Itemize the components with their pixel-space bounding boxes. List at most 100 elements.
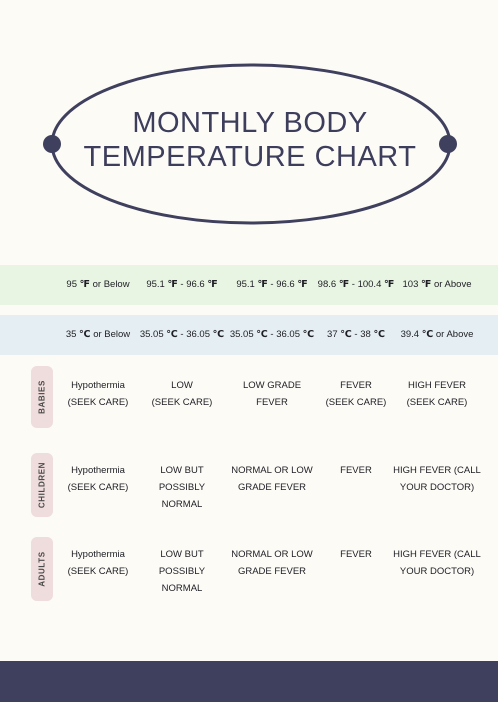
row-label-text: BABIES xyxy=(37,380,47,414)
cell-line1: LOW GRADE xyxy=(242,380,302,391)
table-cell: LOW (SEEK CARE) xyxy=(136,377,228,411)
fahrenheit-range-suffix: - 96.6 xyxy=(177,279,205,290)
cell-line1: LOW xyxy=(171,380,193,391)
fahrenheit-unit-symbol: ℉ xyxy=(338,279,350,290)
table-cell: Hypothermia (SEEK CARE) xyxy=(52,377,144,411)
celsius-range-2: 35.05 ℃ - 36.05 ℃ xyxy=(134,315,230,355)
cell-line2: NORMAL xyxy=(161,499,203,510)
celsius-unit-symbol: ℃ xyxy=(79,329,91,340)
cell-line1: Hypothermia xyxy=(71,549,125,560)
page-title-line1: MONTHLY BODY xyxy=(132,107,368,139)
row-label-children: CHILDREN xyxy=(31,453,53,517)
celsius-range-3: 35.05 ℃ - 36.05 ℃ xyxy=(224,315,320,355)
fahrenheit-range-5: 103 ℉ or Above xyxy=(389,265,485,305)
table-cell: NORMAL OR LOW GRADE FEVER xyxy=(226,546,318,580)
celsius-range-1: 35 ℃ or Below xyxy=(50,315,146,355)
footer-bar xyxy=(0,661,498,702)
celsius-range-value: 35 xyxy=(65,329,77,340)
cell-line2: (SEEK CARE) xyxy=(151,397,213,408)
cell-line2: GRADE FEVER xyxy=(237,566,307,577)
celsius-range-suffix: - 36.05 xyxy=(267,329,300,340)
fahrenheit-range-suffix: - 100.4 xyxy=(349,279,382,290)
fahrenheit-range-value: 95.1 xyxy=(146,279,165,290)
table-cell: HIGH FEVER (CALL YOUR DOCTOR) xyxy=(391,462,483,496)
celsius-band: 35 ℃ or Below 35.05 ℃ - 36.05 ℃ 35.05 ℃ - … xyxy=(0,315,498,355)
fahrenheit-range-suffix: - 96.6 xyxy=(267,279,295,290)
row-label-text: CHILDREN xyxy=(37,461,47,509)
cell-line1: HIGH FEVER (CALL xyxy=(393,465,481,476)
cell-line1: FEVER xyxy=(340,380,372,391)
fahrenheit-range-3: 95.1 ℉ - 96.6 ℉ xyxy=(224,265,320,305)
fahrenheit-range-2: 95.1 ℉ - 96.6 ℉ xyxy=(134,265,230,305)
celsius-range-5: 39.4 ℃ or Above xyxy=(389,315,485,355)
celsius-range-suffix: - 38 xyxy=(351,329,371,340)
cell-line1: HIGH FEVER xyxy=(407,380,467,391)
page-title: MONTHLY BODY TEMPERATURE CHART xyxy=(60,106,440,174)
fahrenheit-unit-symbol: ℉ xyxy=(297,279,308,290)
cell-line1: LOW BUT POSSIBLY xyxy=(158,465,206,493)
row-label-adults: ADULTS xyxy=(31,537,53,601)
cell-line2: YOUR DOCTOR) xyxy=(399,482,475,493)
cell-line1: Hypothermia xyxy=(71,465,125,476)
table-cell: FEVER xyxy=(310,546,402,563)
celsius-unit-symbol: ℃ xyxy=(421,329,434,340)
table-cell: HIGH FEVER (CALL YOUR DOCTOR) xyxy=(391,546,483,580)
cell-line2: (SEEK CARE) xyxy=(67,566,129,577)
table-cell: FEVER (SEEK CARE) xyxy=(310,377,402,411)
title-frame xyxy=(43,63,457,225)
celsius-unit-symbol: ℃ xyxy=(302,329,315,340)
celsius-range-value: 37 xyxy=(327,329,338,340)
celsius-range-value: 35.05 xyxy=(229,329,254,340)
fahrenheit-range-value: 95.1 xyxy=(236,279,255,290)
fahrenheit-unit-symbol: ℉ xyxy=(421,279,432,290)
cell-line1: NORMAL OR LOW xyxy=(231,465,313,476)
page-title-line2: TEMPERATURE CHART xyxy=(83,141,417,173)
cell-line1: Hypothermia xyxy=(71,380,125,391)
fahrenheit-unit-symbol: ℉ xyxy=(257,279,268,290)
table-cell: Hypothermia (SEEK CARE) xyxy=(52,546,144,580)
title-oval-right-dot xyxy=(439,135,457,153)
celsius-range-value: 35.05 xyxy=(139,329,164,340)
fahrenheit-range-value: 98.6 xyxy=(317,279,337,290)
cell-line1: FEVER xyxy=(340,465,372,476)
fahrenheit-range-value: 103 xyxy=(402,279,419,290)
cell-line1: FEVER xyxy=(340,549,372,560)
fahrenheit-range-value: 95 xyxy=(66,279,77,290)
cell-line2: (SEEK CARE) xyxy=(67,397,129,408)
cell-line1: HIGH FEVER (CALL xyxy=(393,549,481,560)
table-cell: LOW GRADE FEVER xyxy=(226,377,318,411)
celsius-unit-symbol: ℃ xyxy=(340,329,352,340)
fahrenheit-range-4: 98.6 ℉ - 100.4 ℉ xyxy=(308,265,404,305)
fahrenheit-unit-symbol: ℉ xyxy=(384,279,395,290)
table-cell: NORMAL OR LOW GRADE FEVER xyxy=(226,462,318,496)
fahrenheit-unit-symbol: ℉ xyxy=(207,279,218,290)
title-oval-left-dot xyxy=(43,135,61,153)
row-label-babies: BABIES xyxy=(31,366,53,428)
celsius-unit-symbol: ℃ xyxy=(373,329,385,340)
cell-line2: (SEEK CARE) xyxy=(325,397,387,408)
table-cell: HIGH FEVER (SEEK CARE) xyxy=(391,377,483,411)
celsius-range-value: 39.4 xyxy=(400,329,420,340)
cell-line2: GRADE FEVER xyxy=(237,482,307,493)
celsius-unit-symbol: ℃ xyxy=(256,329,268,340)
celsius-range-4: 37 ℃ - 38 ℃ xyxy=(308,315,404,355)
celsius-range-suffix: or Above xyxy=(433,329,474,340)
celsius-range-suffix: or Below xyxy=(90,329,131,340)
cell-line2: (SEEK CARE) xyxy=(406,397,468,408)
fahrenheit-range-suffix: or Below xyxy=(89,279,130,290)
cell-line1: LOW BUT POSSIBLY xyxy=(158,549,206,577)
table-cell: FEVER xyxy=(310,462,402,479)
fahrenheit-range-1: 95 ℉ or Below xyxy=(50,265,146,305)
fahrenheit-unit-symbol: ℉ xyxy=(167,279,178,290)
table-cell: LOW BUT POSSIBLY NORMAL xyxy=(136,462,228,513)
fahrenheit-band: 95 ℉ or Below 95.1 ℉ - 96.6 ℉ 95.1 ℉ - 96.… xyxy=(0,265,498,305)
cell-line2: NORMAL xyxy=(161,583,203,594)
cell-line2: (SEEK CARE) xyxy=(67,482,129,493)
celsius-unit-symbol: ℃ xyxy=(212,329,225,340)
fahrenheit-range-suffix: or Above xyxy=(431,279,472,290)
celsius-unit-symbol: ℃ xyxy=(166,329,178,340)
cell-line2: YOUR DOCTOR) xyxy=(399,566,475,577)
fahrenheit-unit-symbol: ℉ xyxy=(79,279,90,290)
celsius-range-suffix: - 36.05 xyxy=(177,329,210,340)
table-cell: LOW BUT POSSIBLY NORMAL xyxy=(136,546,228,597)
